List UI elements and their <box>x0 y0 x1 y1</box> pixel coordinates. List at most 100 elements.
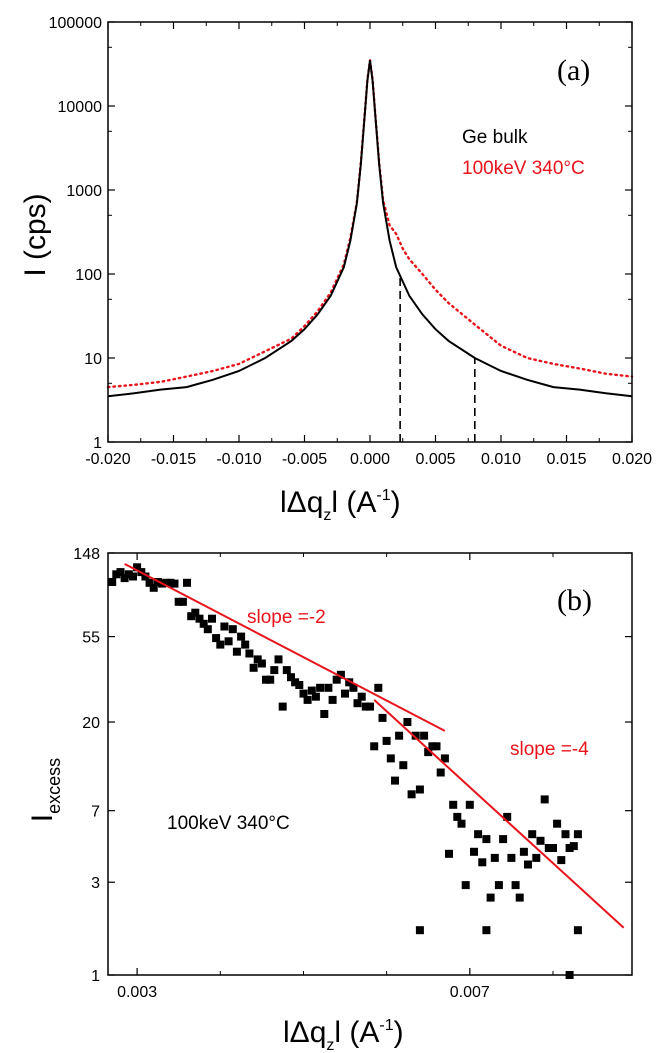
panel-a-label: (a) <box>557 54 590 87</box>
panel-b: 0.003 0.007 1 3 7 20 55 148 (b) slope =-2 slope… <box>26 546 633 1053</box>
data-point <box>403 718 412 726</box>
data-point <box>237 632 246 641</box>
data-point <box>565 844 574 852</box>
fit-line-slope-2 <box>124 563 446 732</box>
panel-a-xtick-label: 0.010 <box>481 451 521 468</box>
data-point <box>561 830 570 839</box>
data-point <box>245 649 254 658</box>
panel-a-ytick-label: 10 <box>84 351 102 368</box>
data-point <box>490 853 499 862</box>
data-point <box>328 695 337 704</box>
panel-b-ticks <box>108 552 632 976</box>
legend-ge-bulk: Ge bulk <box>462 127 528 148</box>
panel-a-xlabel-sup: -1 <box>376 487 390 504</box>
data-point <box>257 659 266 668</box>
data-point <box>470 847 478 856</box>
data-point <box>212 634 221 643</box>
data-point <box>361 702 370 711</box>
panel-a-xtick-label: 0.000 <box>350 451 390 468</box>
data-point <box>536 836 545 845</box>
panel-b-ytick-label: 7 <box>91 804 100 821</box>
fit-label-slope-2: slope =-2 <box>247 607 326 628</box>
panel-a-tick-labels: -0.020 -0.015 -0.010 -0.005 0.000 0.005 0.010 0… <box>49 15 653 468</box>
panel-a-ticks <box>107 21 633 443</box>
data-point <box>199 619 208 628</box>
data-point <box>573 926 582 935</box>
data-point <box>399 761 408 770</box>
data-point <box>503 812 512 821</box>
data-point <box>124 570 133 579</box>
data-point <box>445 849 453 858</box>
fit-label-slope-4: slope =-4 <box>510 739 589 760</box>
panel-a-annotations <box>399 275 476 442</box>
data-point <box>573 830 582 839</box>
panel-b-xlabel-sub: z <box>326 1037 334 1053</box>
data-point <box>141 572 150 581</box>
data-point <box>320 710 329 718</box>
data-point <box>549 844 557 852</box>
data-point <box>440 754 449 763</box>
panel-a-frame <box>107 21 633 443</box>
panel-b-ylabel: Iexcess <box>26 758 64 822</box>
data-point <box>336 670 345 679</box>
data-point <box>436 768 445 777</box>
data-point <box>499 835 508 844</box>
data-point <box>528 830 537 839</box>
panel-b-ytick-label: 3 <box>91 875 100 892</box>
data-point <box>519 847 528 856</box>
data-point <box>203 625 212 634</box>
data-point <box>357 692 366 701</box>
panel-a-ytick-label: 100 <box>75 267 102 284</box>
data-point <box>278 702 287 711</box>
data-point <box>324 683 333 692</box>
data-point <box>524 860 532 869</box>
panel-b-ylabel-sub: excess <box>44 758 64 814</box>
panel-b-sample-label: 100keV 340°C <box>167 813 290 834</box>
fit-line-slope-4 <box>373 699 625 929</box>
data-point <box>457 819 466 828</box>
data-point <box>170 579 179 588</box>
data-point <box>166 578 175 587</box>
panel-a-xlabel: lΔqzl (A-1) <box>280 486 401 524</box>
data-point <box>307 686 316 695</box>
panel-a-xtick-label: 0.005 <box>415 451 455 468</box>
data-point <box>195 614 204 623</box>
data-point <box>366 702 374 711</box>
data-point <box>386 754 395 763</box>
panel-b-xlabel-sup: -1 <box>379 1017 393 1034</box>
series-100kev-line <box>106 60 634 389</box>
panel-b-ytick-label: 55 <box>82 630 100 647</box>
data-point <box>557 856 566 865</box>
data-point <box>332 675 341 684</box>
data-point <box>178 597 187 606</box>
data-point <box>378 713 387 722</box>
panel-a-xtick-label: -0.005 <box>282 451 327 468</box>
data-point <box>420 731 429 740</box>
data-point <box>391 776 399 785</box>
data-point <box>540 795 549 804</box>
data-point <box>191 608 200 617</box>
data-point <box>316 683 325 692</box>
panel-a-xtick-label: -0.015 <box>151 451 196 468</box>
panel-a-xlabel-main: lΔq <box>280 486 323 519</box>
data-point <box>149 583 158 592</box>
data-point <box>262 675 270 684</box>
data-point <box>544 844 553 852</box>
panel-a-ylabel: I (cps) <box>19 193 52 276</box>
data-point <box>374 683 383 692</box>
data-point <box>220 622 229 631</box>
panel-b-label: (b) <box>557 584 592 617</box>
data-point <box>145 578 154 587</box>
panel-a-xtick-label: 0.020 <box>612 451 652 468</box>
data-point <box>428 742 437 751</box>
panel-a-ytick-label: 10000 <box>58 99 103 116</box>
panel-b-xlabel-main: lΔq <box>283 1016 326 1049</box>
data-point <box>216 640 225 649</box>
data-point <box>228 625 237 634</box>
panel-a-xlabel-close: ) <box>391 486 401 519</box>
panel-a-xlabel-sub: z <box>323 507 331 524</box>
data-point <box>494 881 503 890</box>
data-point <box>345 678 354 687</box>
data-point <box>295 681 304 689</box>
panel-a-xtick-label: -0.010 <box>216 451 261 468</box>
